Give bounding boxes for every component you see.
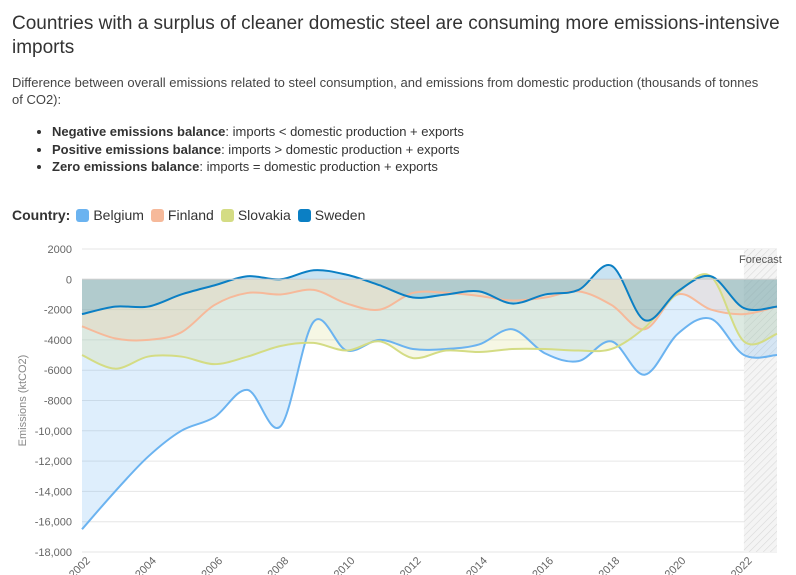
x-tick-label: 2004 bbox=[133, 555, 159, 575]
legend-item-finland[interactable]: Finland bbox=[150, 207, 214, 223]
y-tick-label: 2000 bbox=[48, 244, 72, 256]
y-tick-label: -14,000 bbox=[35, 486, 72, 498]
legend-label: Belgium bbox=[93, 207, 144, 223]
chart-subtitle: Difference between overall emissions rel… bbox=[12, 75, 759, 107]
bullet-term: Zero emissions balance bbox=[52, 159, 200, 174]
line-sweden bbox=[81, 264, 778, 322]
legend-swatch bbox=[150, 208, 164, 222]
bullet-zero: Zero emissions balance: imports = domest… bbox=[52, 158, 464, 176]
legend-swatch bbox=[297, 208, 311, 222]
x-tick-label: 2008 bbox=[266, 555, 292, 575]
x-tick-label: 2012 bbox=[398, 555, 424, 575]
forecast-label: Forecast bbox=[739, 254, 782, 266]
legend-item-belgium[interactable]: Belgium bbox=[76, 207, 144, 223]
x-tick-label: 2006 bbox=[199, 555, 225, 575]
x-tick-label: 2014 bbox=[464, 555, 490, 575]
area-belgium bbox=[82, 279, 777, 530]
y-tick-label: -16,000 bbox=[35, 517, 72, 529]
y-tick-label: -6000 bbox=[44, 365, 72, 377]
legend-item-sweden[interactable]: Sweden bbox=[297, 207, 366, 223]
legend-label: Finland bbox=[167, 207, 214, 223]
y-tick-label: 0 bbox=[66, 274, 72, 286]
area-chart: 2000 0 -2000 -4000 -6000 -8000 -10,000 -12,000 -… bbox=[17, 244, 782, 575]
y-axis-label: Emissions (ktCO2) bbox=[17, 355, 29, 447]
area-slovakia bbox=[82, 274, 777, 369]
legend-item-slovakia[interactable]: Slovakia bbox=[220, 207, 291, 223]
x-tick-label: 2016 bbox=[530, 555, 556, 575]
bullet-desc: : imports > domestic production + export… bbox=[221, 141, 460, 157]
x-tick-label: 2010 bbox=[332, 555, 358, 575]
area-finland bbox=[82, 279, 777, 341]
y-tick-label: -4000 bbox=[44, 335, 72, 347]
y-tick-label: -12,000 bbox=[35, 456, 72, 468]
y-tick-label: -10,000 bbox=[35, 426, 72, 438]
y-tick-label: -18,000 bbox=[35, 547, 72, 559]
chart-title: Countries with a surplus of cleaner dome… bbox=[12, 13, 780, 58]
legend-title: Country: bbox=[12, 207, 71, 223]
forecast-hatch bbox=[743, 249, 777, 552]
legend-label: Sweden bbox=[314, 207, 366, 223]
bullet-term: Positive emissions balance bbox=[52, 141, 222, 157]
bullet-desc: : imports = domestic production + export… bbox=[199, 159, 438, 174]
x-tick-label: 2020 bbox=[663, 555, 689, 575]
bullet-positive: Positive emissions balance: imports > do… bbox=[52, 141, 464, 159]
x-tick-label: 2022 bbox=[729, 555, 755, 575]
legend-swatch bbox=[220, 208, 234, 222]
x-tick-label: 2018 bbox=[597, 555, 623, 575]
line-belgium bbox=[81, 316, 778, 530]
legend-label: Slovakia bbox=[237, 207, 291, 223]
bullet-desc: : imports < domestic production + export… bbox=[225, 124, 464, 139]
y-tick-label: -8000 bbox=[44, 396, 72, 408]
legend-swatch bbox=[76, 208, 90, 222]
line-finland bbox=[81, 288, 778, 342]
y-tick-label: -2000 bbox=[44, 305, 72, 317]
legend: Country: Belgium Finland Slovakia Sweden bbox=[12, 207, 372, 223]
bullet-term: Negative emissions balance bbox=[52, 124, 226, 139]
bullet-negative: Negative emissions balance: imports < do… bbox=[52, 123, 464, 141]
definition-list: Negative emissions balance: imports < do… bbox=[12, 123, 464, 176]
